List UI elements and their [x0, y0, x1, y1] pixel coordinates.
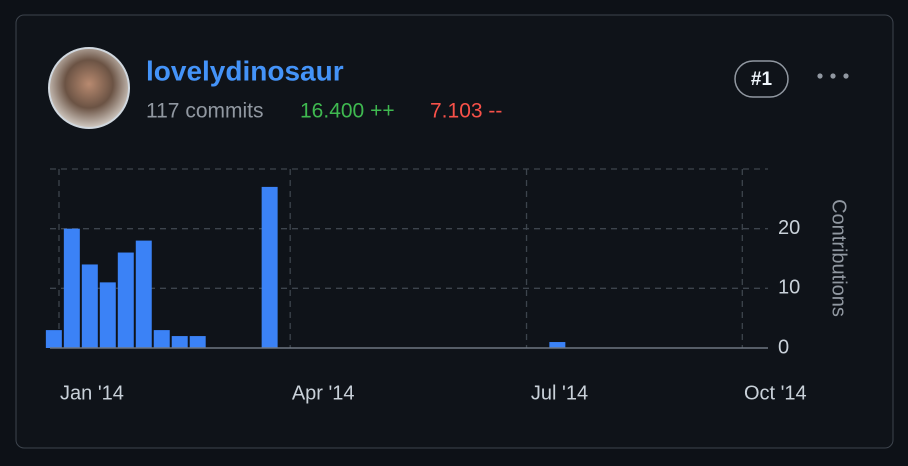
rank-badge: [734, 60, 789, 98]
bar: [45, 330, 62, 348]
bar: [171, 336, 188, 348]
commit-count: 117 commits: [146, 100, 263, 123]
bar: [135, 240, 152, 348]
bar: [81, 264, 98, 348]
bar: [153, 330, 170, 348]
bar: [189, 336, 206, 348]
y-tick-label: 10: [778, 277, 800, 299]
bar: [261, 186, 278, 348]
bar: [549, 342, 566, 348]
more-menu[interactable]: [817, 73, 849, 79]
y-tick-label: 0: [778, 336, 789, 358]
x-tick-label: Oct '14: [744, 382, 807, 404]
bar: [63, 228, 80, 348]
x-tick-label: Jan '14: [60, 382, 124, 404]
x-tick-label: Jul '14: [531, 382, 588, 404]
avatar[interactable]: [48, 47, 130, 129]
username[interactable]: lovelydinosaur: [146, 55, 344, 86]
x-tick-label: Apr '14: [292, 382, 355, 404]
bar: [99, 282, 116, 348]
deletions: 7.103 --: [430, 100, 502, 123]
card: [15, 14, 894, 449]
rank: #1: [751, 69, 773, 90]
additions: 16.400 ++: [300, 100, 395, 123]
bar: [117, 252, 134, 348]
y-tick-label: 20: [778, 217, 800, 239]
y-axis-label: Contributions: [828, 199, 850, 317]
